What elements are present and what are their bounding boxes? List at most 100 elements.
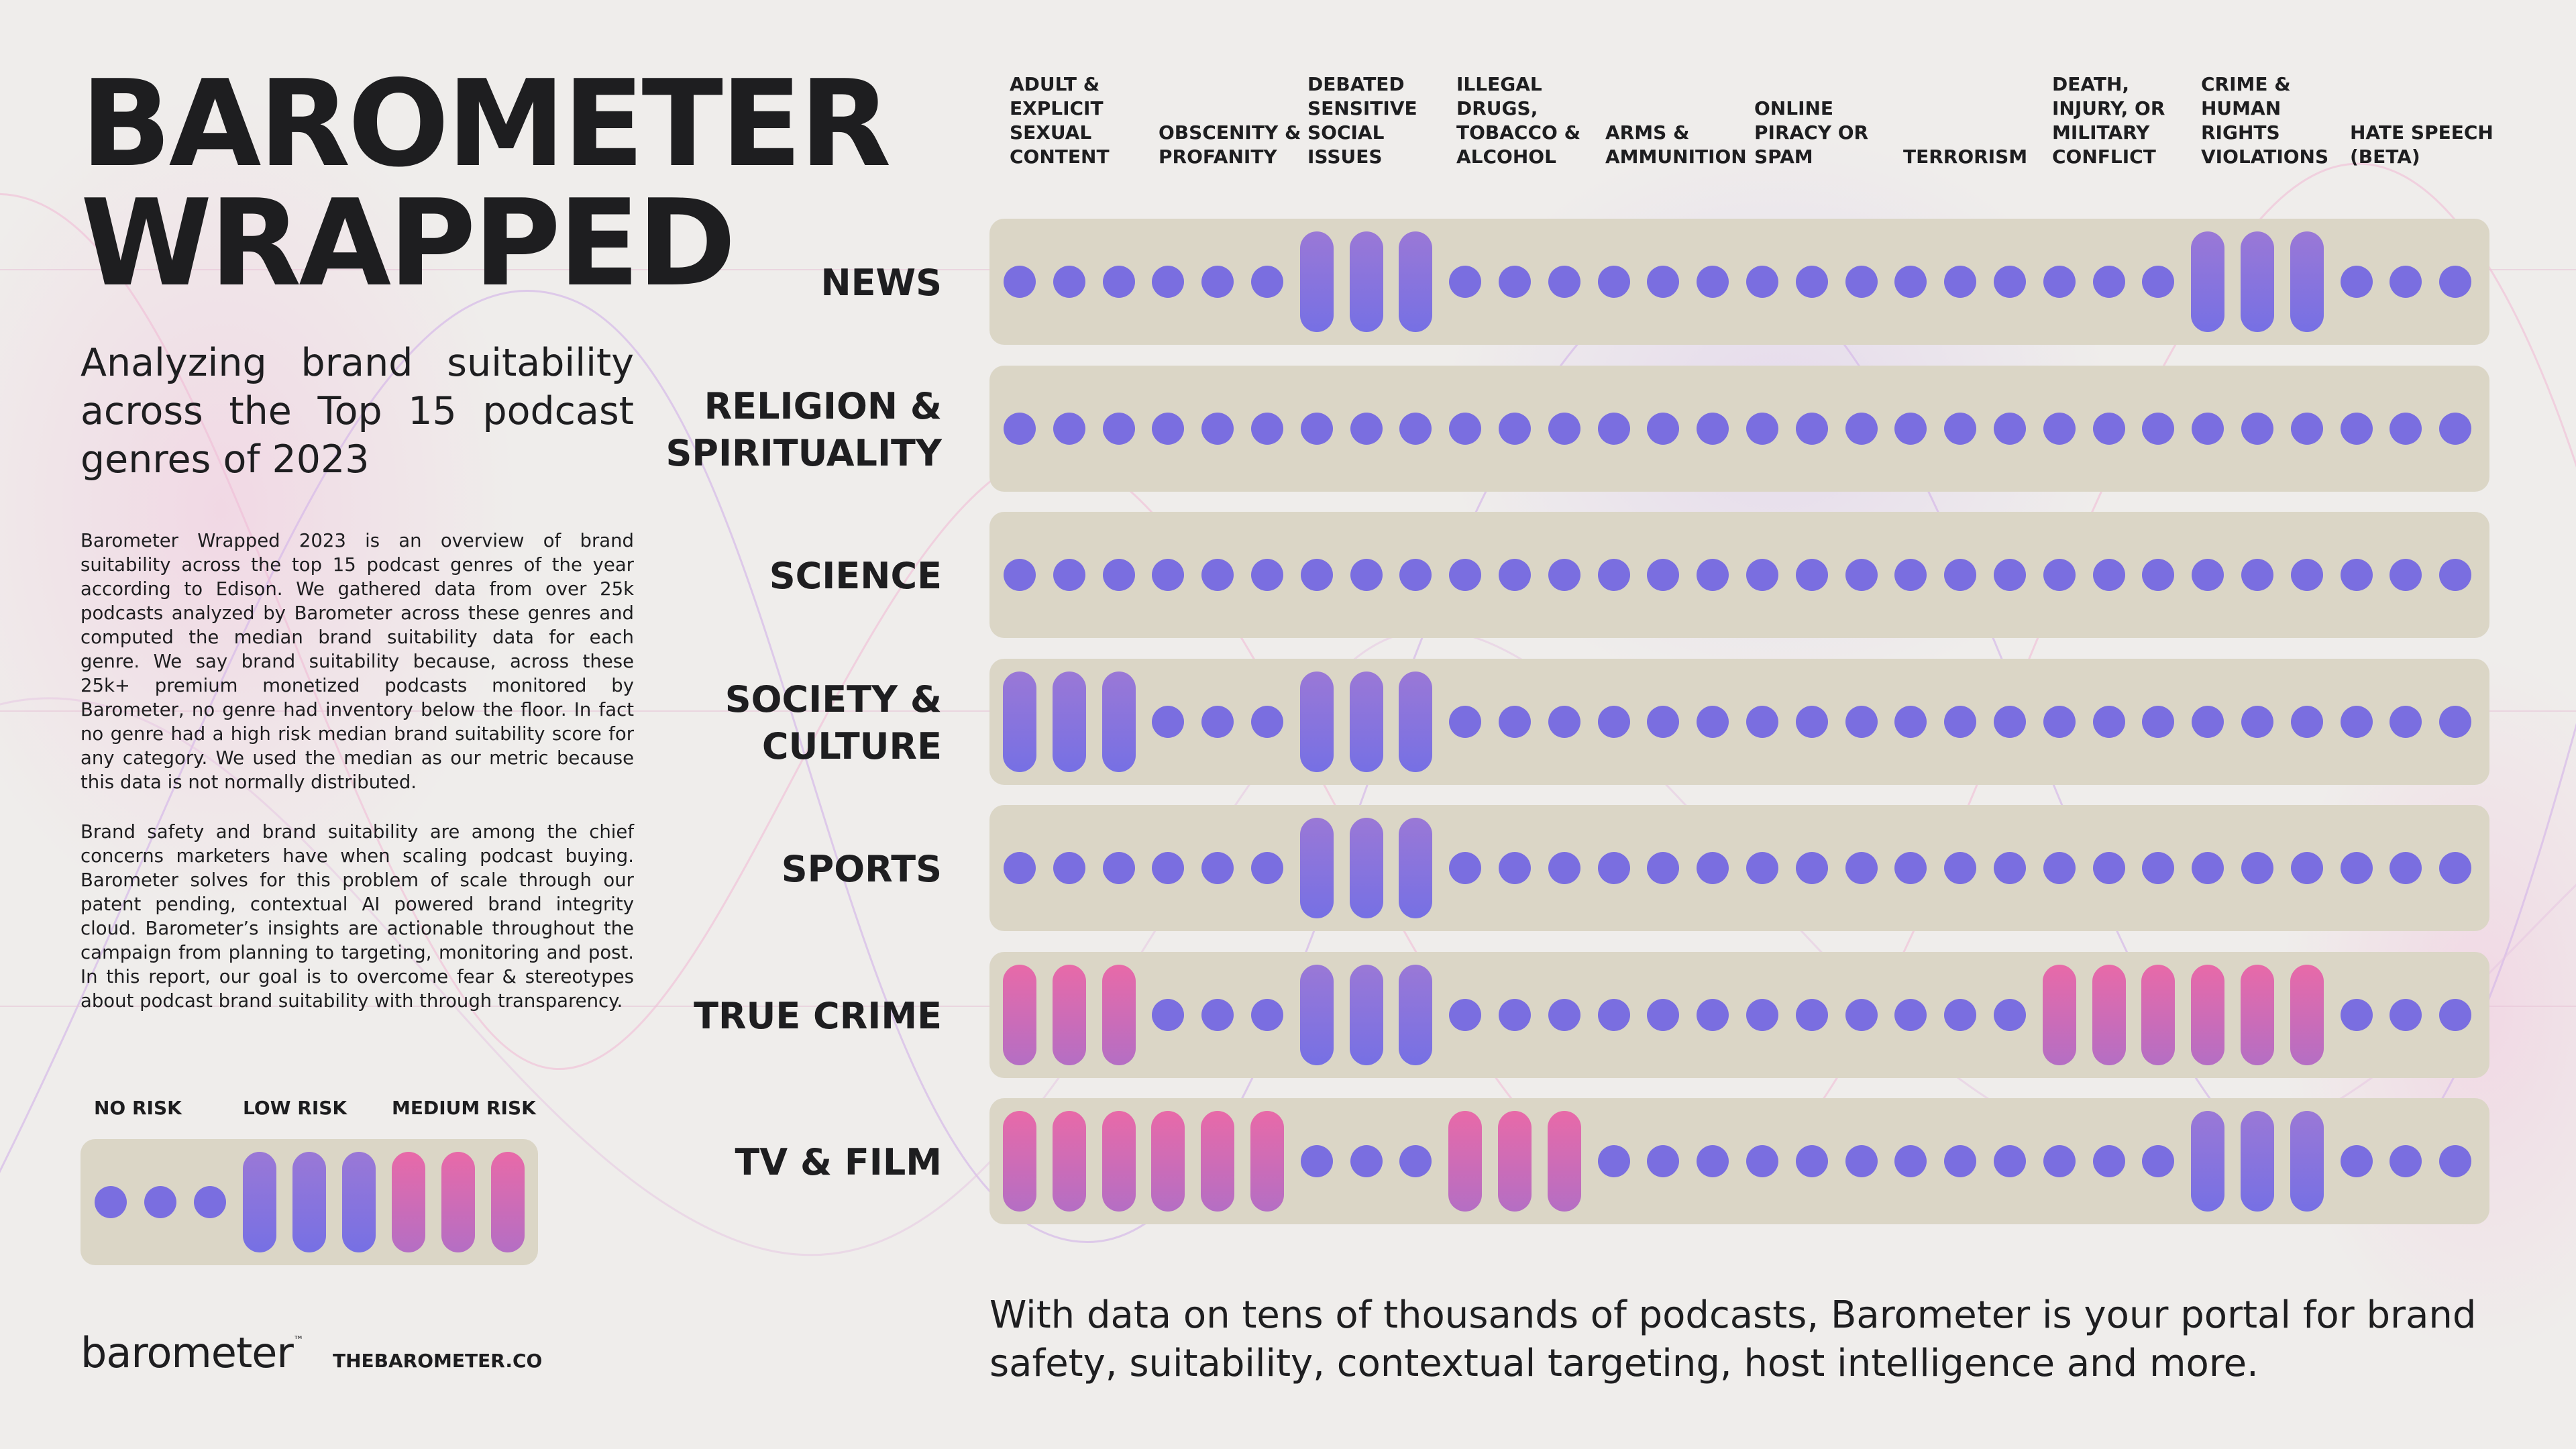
- risk-marker-low: [2290, 1111, 2324, 1212]
- risk-marker-none: [1499, 413, 1531, 445]
- risk-marker-none: [2142, 852, 2175, 884]
- risk-marker-none: [1845, 706, 1878, 738]
- risk-marker-none: [1845, 852, 1878, 884]
- risk-marker-none: [2290, 413, 2323, 445]
- risk-marker-none: [1944, 266, 1977, 298]
- genre-risk-row: [989, 1098, 2489, 1224]
- risk-marker-none: [1548, 559, 1580, 591]
- risk-marker-none: [1894, 999, 1927, 1031]
- risk-marker-none: [2092, 852, 2125, 884]
- risk-marker-none: [2142, 266, 2175, 298]
- trademark-mark: ™: [292, 1334, 304, 1346]
- risk-marker-none: [1449, 266, 1482, 298]
- genre-label: SPORTS: [781, 848, 942, 890]
- risk-marker-none: [1944, 413, 1977, 445]
- risk-marker-none: [1251, 413, 1283, 445]
- risk-marker-none: [1053, 266, 1085, 298]
- risk-marker-none: [1746, 999, 1778, 1031]
- genre-label: SCIENCE: [769, 555, 942, 597]
- risk-marker-low: [1349, 672, 1383, 772]
- risk-marker-none: [2092, 413, 2125, 445]
- risk-marker-none: [1053, 559, 1085, 591]
- risk-marker-none: [2439, 559, 2472, 591]
- risk-marker-none: [1350, 1145, 1383, 1177]
- risk-marker-none: [1053, 852, 1085, 884]
- risk-marker-none: [2092, 706, 2125, 738]
- risk-marker-medium: [1052, 965, 1086, 1065]
- risk-marker-none: [1152, 852, 1185, 884]
- risk-marker-none: [1201, 706, 1234, 738]
- risk-marker-medium: [1250, 1111, 1284, 1212]
- risk-marker-none: [1597, 1145, 1630, 1177]
- category-header-label: DEBATED SENSITIVE SOCIAL ISSUES: [1307, 73, 1417, 168]
- risk-marker-none: [1845, 559, 1878, 591]
- risk-marker-none: [1004, 559, 1036, 591]
- risk-marker-none: [2241, 413, 2273, 445]
- risk-marker-low: [1299, 672, 1334, 772]
- risk-marker-none: [2043, 852, 2076, 884]
- risk-marker-none: [1350, 413, 1383, 445]
- risk-marker-none: [1746, 1145, 1778, 1177]
- risk-marker-none: [1697, 559, 1729, 591]
- risk-marker-none: [1102, 559, 1135, 591]
- risk-marker-none: [2390, 1145, 2422, 1177]
- risk-marker-none: [1746, 852, 1778, 884]
- risk-marker-none: [1597, 413, 1630, 445]
- legend-marker-none: [194, 1186, 226, 1218]
- risk-marker-none: [1697, 706, 1729, 738]
- risk-marker-none: [1795, 999, 1828, 1031]
- risk-marker-medium: [1102, 965, 1136, 1065]
- category-header: OBSCENITY & PROFANITY: [1159, 74, 1303, 169]
- risk-marker-none: [1845, 413, 1878, 445]
- genre-label: RELIGION & SPIRITUALITY: [665, 385, 943, 474]
- risk-marker-none: [1994, 999, 2026, 1031]
- risk-marker-none: [1944, 1145, 1977, 1177]
- risk-marker-none: [1944, 852, 1977, 884]
- genre-risk-row: [989, 366, 2489, 492]
- risk-marker-none: [2043, 559, 2076, 591]
- category-header-label: ARMS & AMMUNITION: [1605, 121, 1747, 168]
- risk-marker-none: [1152, 706, 1185, 738]
- risk-marker-none: [1004, 266, 1036, 298]
- risk-marker-none: [2439, 1145, 2472, 1177]
- risk-marker-none: [1894, 706, 1927, 738]
- legend-marker-low: [243, 1152, 276, 1252]
- risk-marker-low: [1399, 672, 1433, 772]
- risk-marker-none: [2142, 413, 2175, 445]
- risk-marker-none: [1697, 266, 1729, 298]
- risk-marker-none: [2439, 852, 2472, 884]
- risk-marker-medium: [1151, 1111, 1185, 1212]
- risk-marker-none: [1894, 413, 1927, 445]
- website-link[interactable]: THEBAROMETER.CO: [333, 1350, 543, 1372]
- risk-marker-none: [1449, 706, 1482, 738]
- risk-marker-none: [1994, 559, 2026, 591]
- risk-marker-none: [2142, 706, 2175, 738]
- risk-marker-none: [1548, 852, 1580, 884]
- category-header-label: HATE SPEECH (BETA): [2350, 121, 2493, 168]
- risk-marker-low: [1102, 672, 1136, 772]
- risk-marker-low: [2191, 1111, 2225, 1212]
- genre-label: NEWS: [820, 262, 942, 304]
- risk-marker-low: [1399, 231, 1433, 332]
- risk-marker-none: [1300, 1145, 1333, 1177]
- risk-marker-low: [1349, 231, 1383, 332]
- risk-marker-none: [1102, 413, 1135, 445]
- risk-marker-none: [1845, 1145, 1878, 1177]
- legend-marker-low: [342, 1152, 376, 1252]
- risk-marker-low: [1299, 231, 1334, 332]
- risk-marker-none: [2390, 706, 2422, 738]
- risk-marker-none: [1449, 852, 1482, 884]
- genre-risk-row: [989, 805, 2489, 931]
- risk-marker-medium: [1498, 1111, 1532, 1212]
- legend-marker-medium: [441, 1152, 475, 1252]
- risk-marker-none: [1746, 559, 1778, 591]
- risk-marker-none: [1994, 706, 2026, 738]
- category-header-label: ADULT & EXPLICIT SEXUAL CONTENT: [1010, 73, 1110, 168]
- risk-marker-none: [1004, 852, 1036, 884]
- risk-marker-none: [1102, 266, 1135, 298]
- risk-marker-none: [1399, 413, 1432, 445]
- category-header-label: DEATH, INJURY, OR MILITARY CONFLICT: [2052, 73, 2165, 168]
- risk-marker-none: [2092, 266, 2125, 298]
- risk-marker-none: [1053, 413, 1085, 445]
- risk-legend: [80, 1139, 538, 1265]
